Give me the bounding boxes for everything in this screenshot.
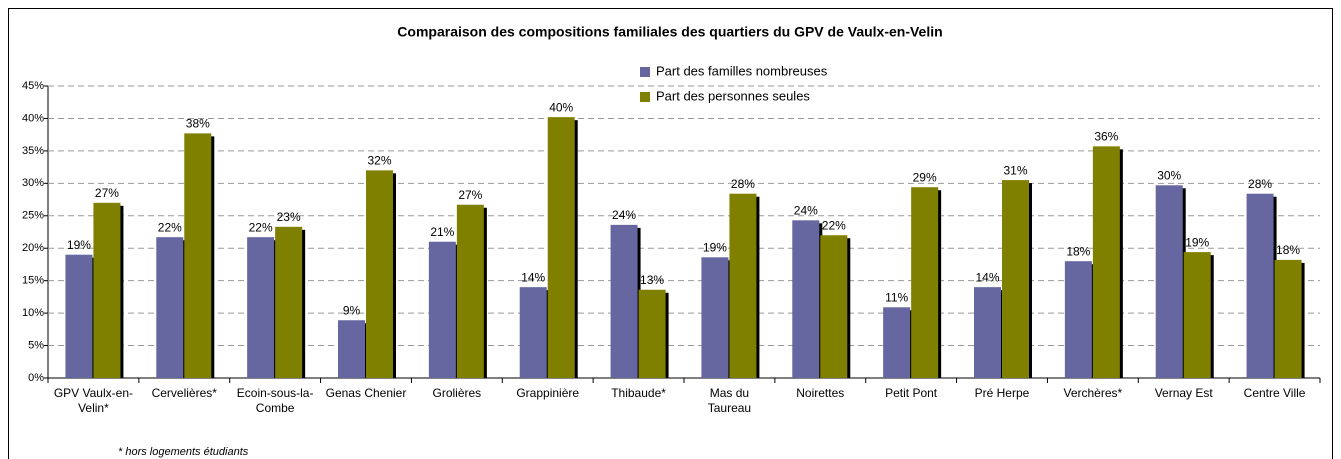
data-label: 22%	[249, 220, 273, 234]
bar	[184, 133, 212, 378]
data-label: 14%	[521, 270, 545, 284]
bar	[93, 202, 121, 378]
data-label: 40%	[549, 100, 573, 114]
y-tick-label: 35%	[22, 145, 44, 157]
bar	[338, 320, 365, 378]
y-tick-label: 25%	[22, 210, 44, 222]
data-label: 23%	[277, 210, 301, 224]
bar	[519, 287, 547, 378]
x-tick-label: Noirettes	[796, 386, 845, 400]
data-label: 36%	[1094, 130, 1118, 144]
x-tick-label: Mas du Taureau	[707, 386, 752, 415]
legend-label: Part des personnes seules	[656, 88, 810, 103]
y-tick-label: 30%	[22, 177, 44, 189]
x-tick-label: Cervelières*	[151, 386, 217, 400]
bar	[883, 307, 911, 378]
x-tick-label: Centre Ville	[1243, 386, 1306, 400]
data-label: 27%	[95, 186, 119, 200]
bar	[366, 170, 393, 378]
bar	[638, 289, 666, 378]
x-tick-label: Grolières	[432, 386, 482, 400]
bar	[65, 254, 93, 378]
bar	[911, 187, 939, 378]
y-tick-label: 20%	[22, 242, 44, 254]
x-tick-label: Petit Pont	[885, 386, 938, 400]
bar	[1274, 259, 1302, 378]
x-tick-label: Ecoin-sous-la-Combe	[236, 386, 314, 415]
data-label: 9%	[343, 303, 361, 317]
bar	[547, 117, 575, 378]
data-label: 38%	[186, 117, 210, 131]
bar	[729, 193, 757, 378]
y-tick-label: 15%	[22, 275, 44, 287]
x-tick-label: Verchères*	[1063, 386, 1123, 400]
data-label: 27%	[458, 188, 482, 202]
legend-swatch	[640, 92, 650, 102]
data-label: 18%	[1066, 244, 1090, 258]
data-label: 14%	[975, 270, 999, 284]
y-tick-label: 10%	[22, 307, 44, 319]
data-label: 22%	[822, 218, 846, 232]
data-label: 24%	[612, 208, 636, 222]
footnote: * hors logements étudiants	[118, 446, 249, 458]
bar	[428, 241, 456, 378]
bar	[456, 204, 484, 378]
chart-title: Comparaison des compositions familiales …	[397, 24, 942, 40]
x-tick-label: Genas Chenier	[325, 386, 407, 400]
bar	[820, 235, 848, 378]
data-label: 31%	[1003, 163, 1027, 177]
data-label: 13%	[640, 273, 664, 287]
bar	[1064, 261, 1092, 378]
data-label: 32%	[367, 154, 391, 168]
y-tick-label: 5%	[28, 339, 44, 351]
data-label: 19%	[1185, 235, 1209, 249]
data-label: 22%	[158, 220, 182, 234]
y-tick-label: 40%	[22, 112, 44, 124]
bar	[1155, 185, 1183, 378]
x-tick-label: Pré Herpe	[974, 386, 1030, 400]
data-label: 30%	[1157, 168, 1181, 182]
data-label: 29%	[913, 170, 937, 184]
data-label: 21%	[430, 225, 454, 239]
x-tick-label: Grappinière	[516, 386, 580, 400]
data-label: 28%	[731, 177, 755, 191]
bar	[1246, 193, 1274, 378]
bar	[610, 224, 638, 378]
data-label: 19%	[703, 240, 727, 254]
bar	[156, 237, 184, 378]
bar	[1183, 252, 1211, 378]
bar	[1092, 146, 1120, 378]
x-tick-label: Thibaude*	[611, 386, 666, 400]
data-label: 18%	[1276, 243, 1300, 257]
chart-frame	[8, 8, 1333, 459]
bar	[275, 226, 303, 378]
legend-swatch	[640, 67, 650, 77]
legend-label: Part des familles nombreuses	[656, 63, 828, 78]
bar	[974, 287, 1001, 378]
bar	[247, 237, 275, 378]
data-label: 24%	[794, 203, 818, 217]
y-tick-label: 0%	[28, 372, 44, 384]
data-label: 28%	[1248, 177, 1272, 191]
y-tick-label: 45%	[22, 80, 44, 92]
x-tick-label: GPV Vaulx-en-Velin*	[53, 386, 133, 415]
x-tick-label: Vernay Est	[1154, 386, 1213, 400]
data-label: 19%	[67, 238, 91, 252]
data-label: 11%	[885, 290, 908, 304]
bar	[792, 220, 820, 378]
bar	[1002, 180, 1029, 378]
bar	[701, 257, 729, 378]
